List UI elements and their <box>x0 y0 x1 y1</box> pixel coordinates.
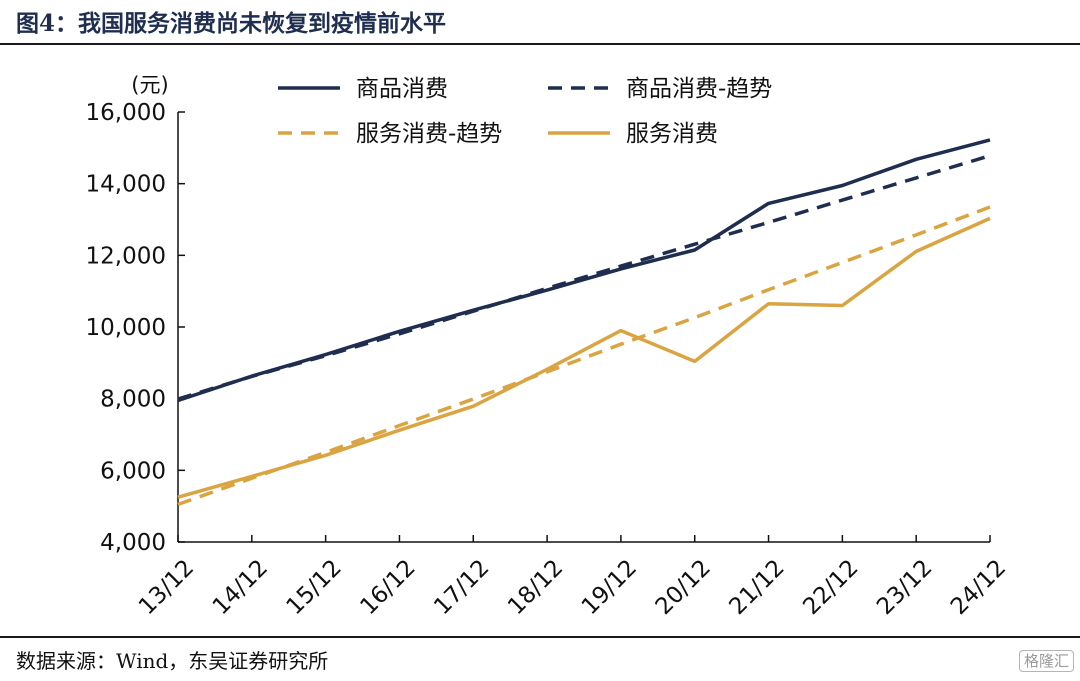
x-tick-label: 13/12 <box>134 555 199 620</box>
legend-label-3: 服务消费 <box>626 121 718 147</box>
x-tick-label: 20/12 <box>651 555 716 620</box>
y-tick-label: 14,000 <box>86 172 166 198</box>
x-tick-label: 17/12 <box>429 555 494 620</box>
y-tick-label: 16,000 <box>86 100 166 126</box>
x-tick-label: 22/12 <box>798 555 863 620</box>
chart-area: (元) 4,000 6,000 8,000 10,000 12,000 14,000 16,… <box>86 73 1012 620</box>
x-tick-label: 18/12 <box>503 555 568 620</box>
x-tick-label: 16/12 <box>355 555 420 620</box>
legend-label-0: 商品消费 <box>356 76 448 102</box>
x-tick-label: 19/12 <box>577 555 642 620</box>
y-axis-unit-label: (元) <box>131 73 168 97</box>
source-note: 数据来源：Wind，东吴证券研究所 <box>16 649 329 673</box>
y-tick-label: 10,000 <box>86 315 166 341</box>
x-tick-label: 21/12 <box>725 555 790 620</box>
series-line-2 <box>177 205 991 507</box>
legend-label-1: 商品消费-趋势 <box>626 76 772 102</box>
y-tick-label: 6,000 <box>100 458 166 484</box>
x-tick-label: 15/12 <box>282 555 347 620</box>
series-line-3 <box>177 216 991 499</box>
figure-title: 图4：我国服务消费尚未恢复到疫情前水平 <box>16 10 447 37</box>
y-tick-label: 4,000 <box>100 530 166 556</box>
x-tick-label: 24/12 <box>946 555 1011 620</box>
y-tick-label: 12,000 <box>86 243 166 269</box>
bottom-rule <box>0 636 1080 638</box>
y-tick-label: 8,000 <box>100 387 166 413</box>
x-tick-label: 23/12 <box>872 555 937 620</box>
top-rule <box>0 43 1080 45</box>
x-tick-label: 14/12 <box>208 555 273 620</box>
series-line-1 <box>177 154 991 401</box>
watermark-logo: 格隆汇 <box>1018 650 1074 672</box>
legend-label-2: 服务消费-趋势 <box>356 121 502 147</box>
